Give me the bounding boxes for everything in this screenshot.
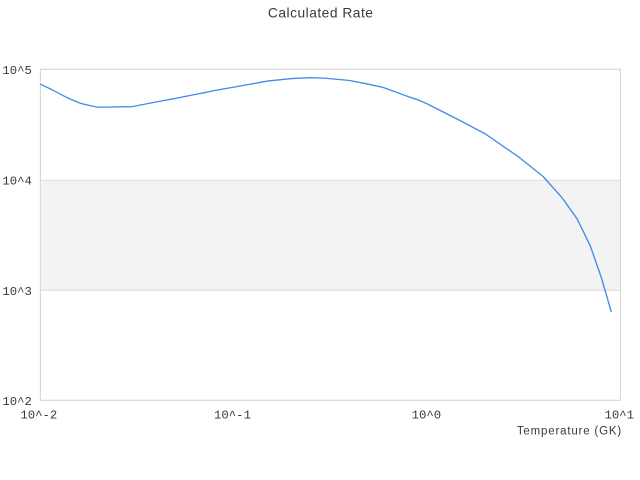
svg-text:Calculated Rate: Calculated Rate: [268, 5, 374, 20]
svg-text:10^4: 10^4: [2, 175, 32, 189]
svg-text:Temperature (GK): Temperature (GK): [517, 425, 622, 437]
svg-text:10^-1: 10^-1: [214, 409, 251, 423]
svg-text:10^5: 10^5: [2, 64, 32, 78]
svg-text:10^-2: 10^-2: [20, 409, 57, 423]
svg-text:10^1: 10^1: [605, 409, 635, 423]
svg-text:10^3: 10^3: [2, 285, 32, 299]
svg-text:10^0: 10^0: [412, 409, 442, 423]
svg-text:10^2: 10^2: [2, 395, 32, 409]
